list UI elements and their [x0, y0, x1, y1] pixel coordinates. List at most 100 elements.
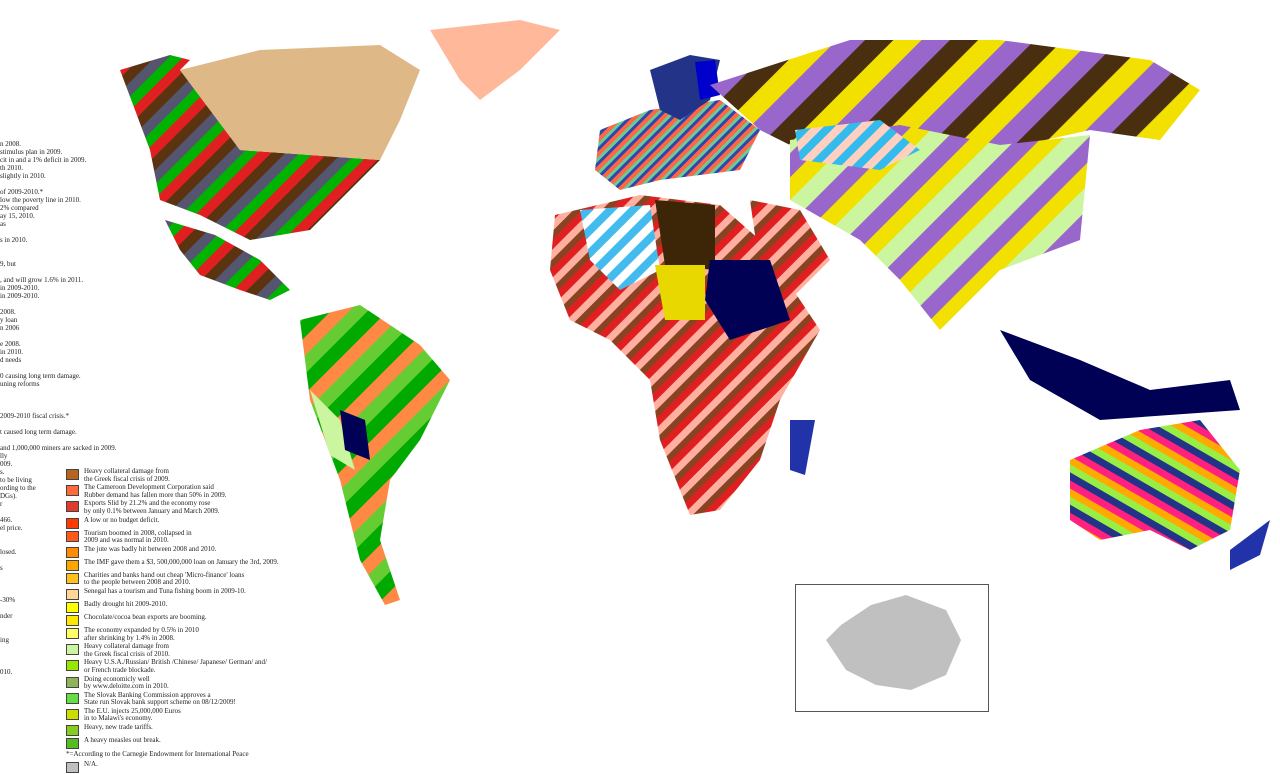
- legend-swatch: [66, 601, 79, 613]
- legend-label: Charities and banks hand out cheap 'Micr…: [84, 571, 244, 587]
- note-fragment: in 2010.: [0, 348, 23, 356]
- note-fragment: 2008.: [0, 308, 16, 316]
- legend-label: Exports Slid by 21.2% and the economy ro…: [84, 500, 220, 515]
- note-fragment: nder: [0, 612, 13, 620]
- legend-swatch: [66, 627, 79, 639]
- legend-item: Doing economicly well by www.deloitte.com…: [66, 674, 279, 691]
- legend-label-line: the Greek fiscal crisis of 2009.: [84, 474, 170, 483]
- legend-label-line: or French trade blockade.: [84, 665, 156, 674]
- note-fragment: [0, 228, 116, 236]
- note-fragment: th 2010.: [0, 164, 23, 172]
- legend-label: The economy expanded by 0.5% in 2010 afte…: [84, 625, 199, 642]
- south-america: [300, 305, 450, 605]
- note-fragment: [0, 364, 116, 372]
- legend-label-line: Heavy collateral damage from: [84, 467, 169, 475]
- note-fragment: r: [0, 500, 3, 508]
- legend-label-line: The jute was badly hit between 2008 and …: [84, 544, 217, 553]
- note-fragment: cit in and a 1% deficit in 2009.: [0, 156, 87, 164]
- africa: [550, 195, 820, 515]
- note-fragment: [0, 180, 116, 188]
- legend-label: A low or no budget deficit.: [84, 516, 159, 525]
- note-fragment: ing: [0, 636, 9, 644]
- world-map: [120, 20, 1270, 605]
- note-fragment: losed.: [0, 548, 17, 556]
- legend-item: Tourism boomed in 2008, collapsed in 2009…: [66, 529, 279, 545]
- note-fragment: 010.: [0, 668, 13, 676]
- legend-item-na: N/A.: [66, 760, 279, 773]
- legend-item: A heavy measles out break.: [66, 736, 279, 750]
- note-fragment: [0, 420, 116, 428]
- note-fragment: ording to the: [0, 484, 36, 492]
- legend-label-line: by only 0.1% between January and March 2…: [84, 506, 220, 515]
- legend-label: Chocolate/cocoa bean exports are booming…: [84, 612, 207, 622]
- legend-swatch: [66, 676, 79, 688]
- asia: [710, 40, 1240, 420]
- legend-item: Exports Slid by 21.2% and the economy ro…: [66, 500, 279, 515]
- legend-label: Badly drought hit 2009-2010.: [84, 599, 168, 609]
- legend-footnote: *=According to the Carnegie Endowment fo…: [66, 750, 249, 759]
- legend-label-line: after shrinking by 1.4% in 2008.: [84, 633, 175, 642]
- legend-label-line: The economy expanded by 0.5% in 2010: [84, 625, 199, 634]
- legend-swatch: [66, 614, 79, 626]
- note-fragment: n 2008.: [0, 140, 21, 148]
- legend-item: A low or no budget deficit.: [66, 516, 279, 529]
- note-fragment: [0, 388, 116, 396]
- note-fragment: 2009-2010 fiscal crisis.*: [0, 412, 70, 420]
- note-fragment: and 1,000,000 miners are sacked in 2009.: [0, 444, 117, 452]
- note-fragment: s in 2010.: [0, 236, 28, 244]
- legend-label: The jute was badly hit between 2008 and …: [84, 544, 217, 554]
- legend-label-line: State run Slovak bank support scheme on …: [84, 698, 236, 707]
- note-fragment: in 2009-2010.: [0, 284, 40, 292]
- legend-item: The E.U. injects 25,000,000 Euros in to M…: [66, 707, 279, 723]
- legend-label-line: The Slovak Banking Commission approves a: [84, 690, 211, 699]
- legend-item: Heavy collateral damage from the Greek fi…: [66, 643, 279, 658]
- legend-item: The IMF gave them a $3, 500,000,000 loan…: [66, 558, 279, 571]
- note-fragment: el price.: [0, 524, 23, 532]
- note-fragment: uning reforms: [0, 380, 40, 388]
- note-fragment: as: [0, 220, 6, 228]
- note-fragment: , and will grow 1.6% in 2011.: [0, 276, 84, 284]
- note-fragment: [0, 268, 116, 276]
- legend-item: Heavy, new trade tariffs.: [66, 723, 279, 737]
- note-fragment: e 2008.: [0, 340, 21, 348]
- legend-label-line: in to Malawi's economy.: [84, 714, 153, 723]
- legend-swatch: [66, 708, 79, 720]
- note-fragment: 466.: [0, 516, 13, 524]
- legend-label: Heavy collateral damage from the Greek fi…: [84, 643, 170, 658]
- antarctica-inset: [795, 584, 989, 712]
- note-fragment: to be living: [0, 476, 32, 484]
- legend-swatch: [66, 559, 79, 571]
- australia: [1070, 420, 1270, 570]
- note-fragment: of 2009-2010.*: [0, 188, 44, 196]
- legend-label-line: Chocolate/cocoa bean exports are booming…: [84, 612, 207, 621]
- legend-label: The IMF gave them a $3, 500,000,000 loan…: [84, 558, 279, 567]
- legend-label-line: 2009 and was normal in 2010.: [84, 536, 169, 545]
- legend-swatch: [66, 485, 79, 497]
- note-fragment: [0, 396, 116, 404]
- legend-label-line: Doing economicly well: [84, 674, 150, 683]
- note-fragment: [0, 300, 116, 308]
- note-fragment: stimulus plan in 2009.: [0, 148, 63, 156]
- legend-label-line: Badly drought hit 2009-2010.: [84, 599, 168, 608]
- note-fragment: t caused long term damage.: [0, 428, 77, 436]
- map-legend: Heavy collateral damage from the Greek fi…: [66, 467, 279, 774]
- legend-label-line: The Cameroon Development Corporation sai…: [84, 483, 214, 492]
- note-fragment: 2% compared: [0, 204, 39, 212]
- legend-label-line: Heavy, new trade tariffs.: [84, 723, 153, 732]
- legend-swatch: [66, 517, 79, 529]
- legend-label: Tourism boomed in 2008, collapsed in 2009…: [84, 529, 192, 545]
- legend-label: Heavy, new trade tariffs.: [84, 723, 153, 732]
- legend-label: Heavy collateral damage from the Greek fi…: [84, 467, 170, 483]
- legend-label-line: Exports Slid by 21.2% and the economy ro…: [84, 499, 211, 508]
- legend-label-line: Heavy U.S.A./Russian/ British /Chinese/ …: [84, 658, 267, 667]
- legend-item: The economy expanded by 0.5% in 2010 afte…: [66, 625, 279, 642]
- legend-item: Chocolate/cocoa bean exports are booming…: [66, 612, 279, 626]
- legend-label: The Cameroon Development Corporation sai…: [84, 484, 227, 499]
- legend-swatch: [66, 546, 79, 558]
- legend-label-line: Senegal has a tourism and Tuna fishing b…: [84, 586, 246, 595]
- legend-label-line: by www.deloitte.com in 2010.: [84, 682, 169, 691]
- note-fragment: [0, 404, 116, 412]
- legend-swatch: [66, 588, 79, 600]
- note-fragment: y loan: [0, 316, 18, 324]
- legend-item: The Slovak Banking Commission approves a…: [66, 690, 279, 707]
